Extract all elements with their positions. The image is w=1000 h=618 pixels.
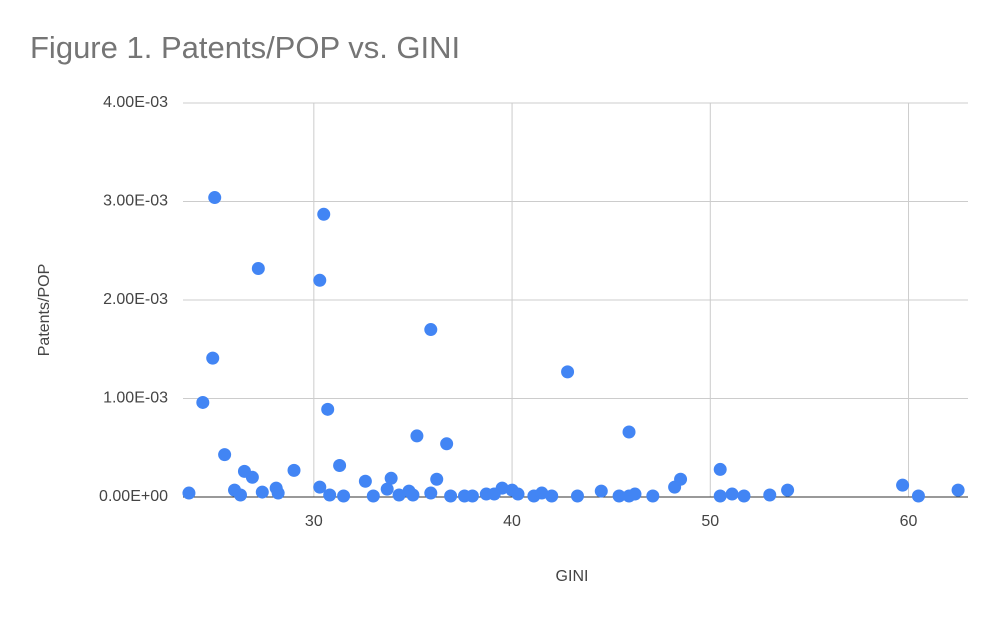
point (440, 437, 454, 451)
y-tick-label: 2.00E-03 (103, 291, 168, 308)
point (380, 482, 394, 496)
point (495, 481, 509, 495)
point (781, 483, 795, 497)
point (763, 488, 777, 502)
point (511, 487, 525, 501)
point (333, 458, 347, 472)
y-tick-label: 0.00E+00 (99, 488, 168, 505)
point (725, 487, 739, 501)
x-tick-label: 40 (503, 513, 521, 530)
y-axis-label: Patents/POP (36, 264, 53, 357)
point (561, 365, 575, 379)
point (245, 470, 259, 484)
point (465, 489, 479, 503)
point (358, 474, 372, 488)
point (392, 488, 406, 502)
point (218, 448, 232, 462)
y-tick-label: 4.00E-03 (103, 94, 168, 111)
point (287, 463, 301, 477)
point (911, 489, 925, 503)
point (570, 489, 584, 503)
point (323, 488, 337, 502)
point (366, 489, 380, 503)
point (424, 486, 438, 500)
y-tick-label: 3.00E-03 (103, 193, 168, 210)
point (410, 429, 424, 443)
point (628, 487, 642, 501)
point (255, 485, 269, 499)
point (321, 402, 335, 416)
point (317, 207, 331, 221)
point (612, 489, 626, 503)
x-tick-label: 60 (900, 513, 918, 530)
point (646, 489, 660, 503)
point (713, 489, 727, 503)
point (313, 480, 327, 494)
point (430, 472, 444, 486)
point (233, 488, 247, 502)
point (951, 483, 965, 497)
point (674, 472, 688, 486)
point (896, 478, 910, 492)
point (424, 323, 438, 337)
x-tick-label: 50 (701, 513, 719, 530)
point (737, 489, 751, 503)
point (594, 484, 608, 498)
point (622, 425, 636, 439)
point (444, 489, 458, 503)
point (251, 261, 265, 275)
point (713, 462, 727, 476)
y-tick-label: 1.00E-03 (103, 390, 168, 407)
x-axis-label: GINI (556, 568, 589, 585)
point (208, 191, 222, 205)
point (271, 486, 285, 500)
point (182, 486, 196, 500)
point (206, 351, 220, 365)
chart-title: Figure 1. Patents/POP vs. GINI (30, 30, 460, 65)
point (535, 486, 549, 500)
point (337, 489, 351, 503)
point (545, 489, 559, 503)
point (196, 395, 210, 409)
point (406, 488, 420, 502)
point (384, 471, 398, 485)
point (313, 273, 327, 287)
x-tick-label: 30 (305, 513, 323, 530)
